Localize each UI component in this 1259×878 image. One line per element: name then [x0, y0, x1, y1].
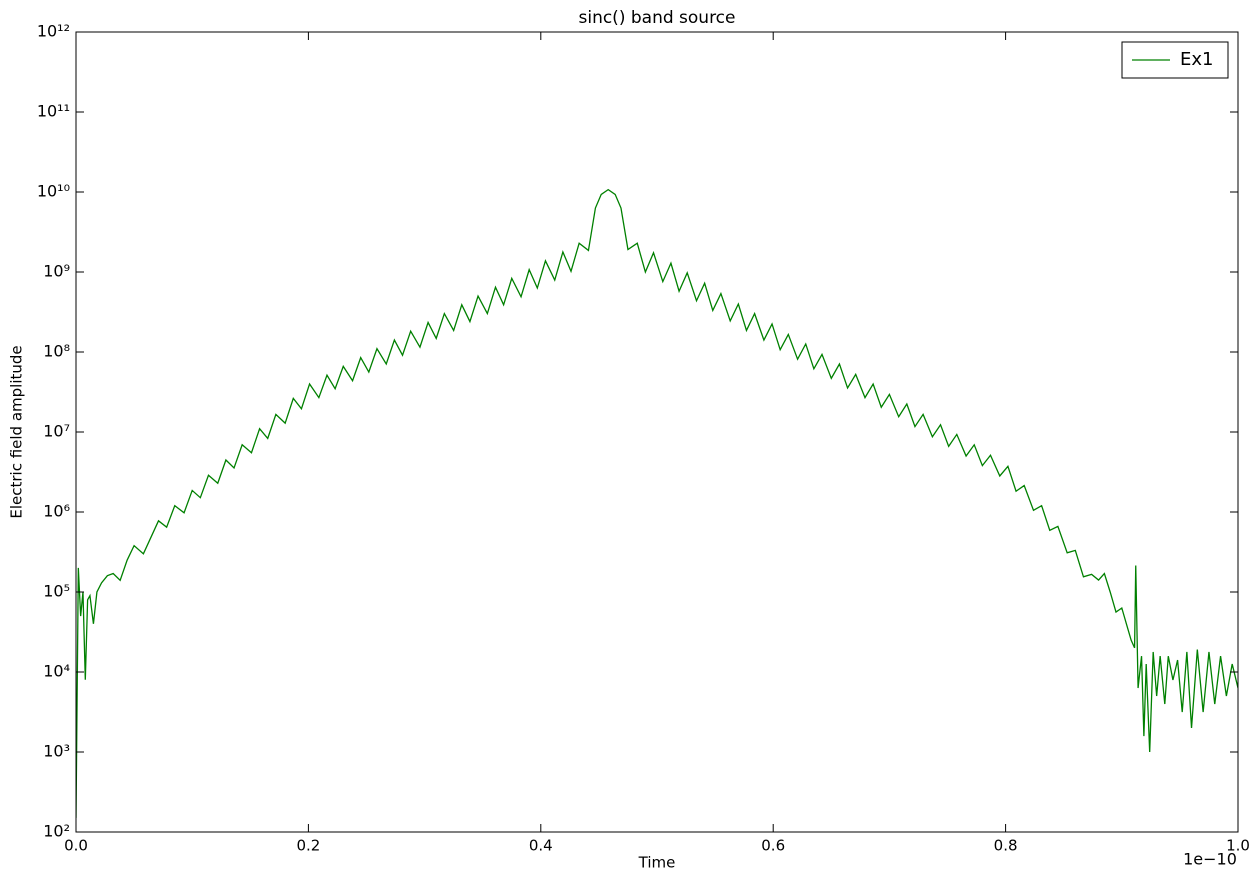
x-tick-label: 1.0 — [1226, 837, 1250, 855]
y-tick-label: 10⁵ — [43, 582, 70, 601]
x-offset-label: 1e−10 — [1183, 850, 1237, 869]
x-tick-label: 0.2 — [296, 837, 320, 855]
y-tick-label: 10⁶ — [43, 502, 70, 521]
x-tick-label: 0.8 — [994, 837, 1018, 855]
x-tick-label: 0.6 — [761, 837, 785, 855]
y-tick-label: 10⁴ — [43, 662, 70, 681]
y-tick-label: 10⁹ — [43, 262, 70, 281]
x-axis-label: Time — [638, 854, 676, 872]
x-tick-label: 0.4 — [529, 837, 553, 855]
y-tick-label: 10⁸ — [43, 342, 70, 361]
legend-label: Ex1 — [1180, 49, 1213, 70]
y-tick-label: 10¹⁰ — [37, 182, 70, 201]
data-line — [76, 188, 1238, 818]
chart-title: sinc() band source — [578, 8, 735, 28]
y-axis-label: Electric field amplitude — [8, 345, 26, 518]
y-tick-label: 10¹¹ — [37, 102, 70, 121]
x-tick-label: 0.0 — [64, 837, 88, 855]
y-tick-label: 10¹² — [37, 22, 70, 41]
y-tick-label: 10⁷ — [43, 422, 70, 441]
y-tick-label: 10³ — [43, 742, 70, 761]
y-tick-label: 10² — [43, 822, 70, 841]
